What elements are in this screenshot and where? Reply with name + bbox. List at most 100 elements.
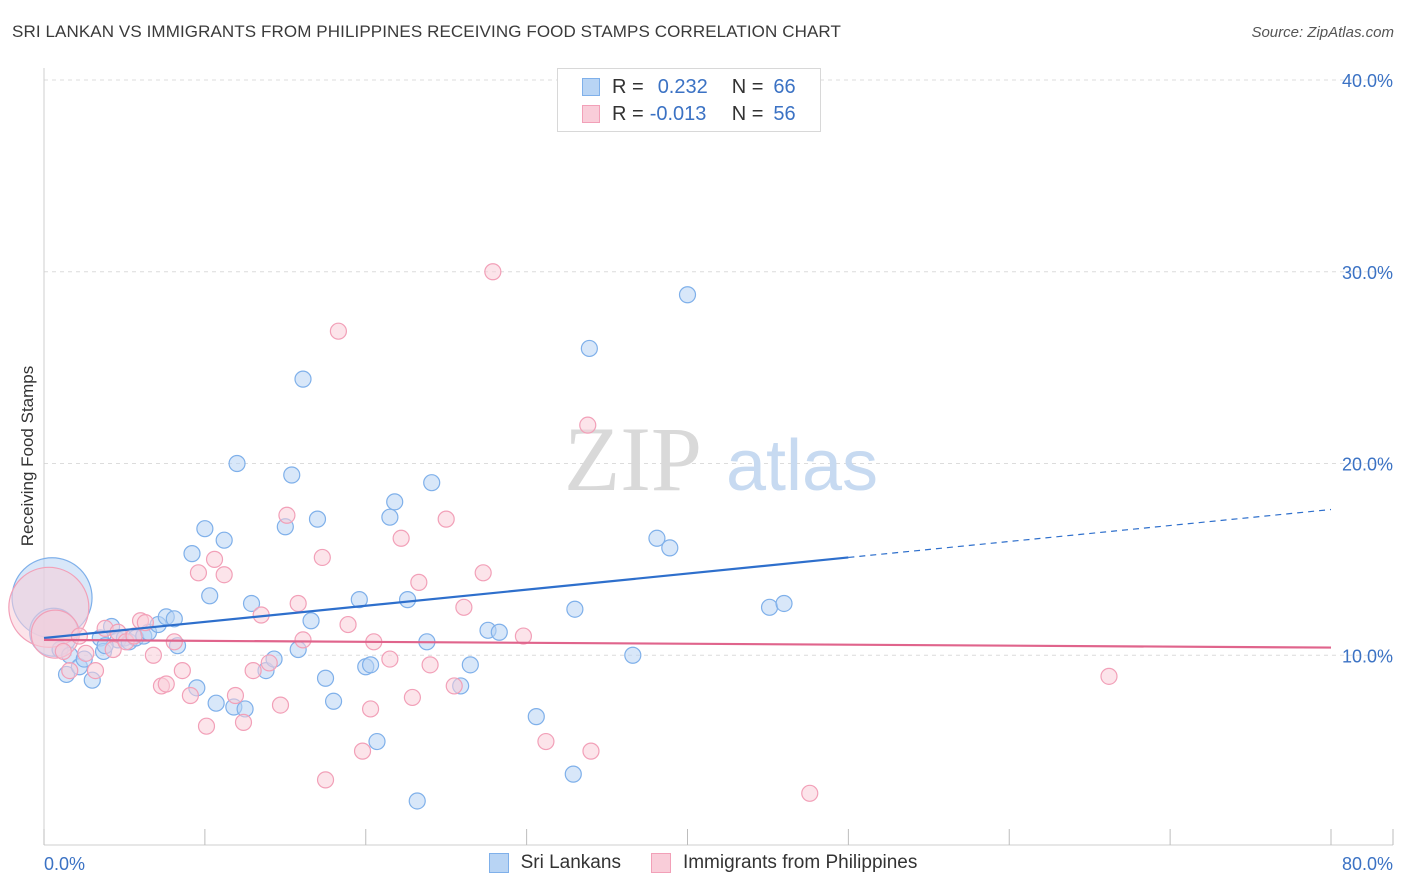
sri-lankan-point (381, 508, 399, 526)
philippines-point (181, 686, 199, 705)
philippines-point (165, 633, 183, 651)
philippines-point (514, 627, 533, 645)
sri-lankan-point (648, 529, 666, 547)
sri-lankan-point (580, 339, 598, 358)
sri-lankan-trend-extension (848, 508, 1332, 559)
sri-lankan-point (566, 600, 584, 618)
sri-lankan-point (461, 656, 479, 674)
sri-lankan-point (308, 510, 327, 528)
trend-lines (43, 508, 1332, 649)
legend: R = 0.232 N = 66 R = -0.013 N = 56 (557, 68, 821, 132)
philippines-point (77, 644, 95, 662)
philippines-point (104, 640, 122, 659)
sri-lankan-point (207, 694, 225, 712)
philippines-point (278, 506, 296, 524)
sri-lankan-point (368, 732, 386, 751)
y-tick-label: 20.0% (1342, 455, 1393, 475)
philippines-point (582, 742, 600, 760)
legend-row-sri-lankans: R = 0.232 N = 66 (582, 75, 796, 99)
philippines-point (86, 661, 105, 680)
axes (43, 68, 1394, 846)
philippines-point (339, 615, 357, 634)
series-immigrants-philippines (8, 263, 1118, 802)
y-tick-label: 40.0% (1342, 71, 1393, 91)
philippines-point (313, 548, 331, 567)
legend-r-value: 0.232 (657, 75, 708, 98)
sri-lankan-point (283, 466, 301, 484)
x-tick-label: 80.0% (1342, 854, 1393, 874)
legend-r-label: R = (612, 102, 644, 125)
y-tick-label: 30.0% (1342, 263, 1393, 283)
legend-n-label: N = (731, 75, 764, 98)
philippines-point (271, 696, 290, 714)
bottom-legend-philippines: Immigrants from Philippines (650, 852, 918, 874)
philippines-point (226, 686, 245, 705)
philippines-point (294, 631, 312, 649)
sri-lankan-point (624, 646, 642, 664)
legend-r-label: R = (612, 75, 644, 98)
philippines-point (260, 654, 278, 672)
sri-lankan-point (201, 587, 219, 605)
philippines-point (437, 510, 455, 528)
philippines-point (381, 650, 399, 668)
philippines-point (144, 646, 162, 664)
legend-r-value: -0.013 (649, 102, 707, 125)
philippines-point (197, 717, 216, 735)
legend-n-value: 56 (773, 102, 796, 125)
grid (44, 79, 1393, 656)
philippines-point (234, 713, 253, 731)
sri-lankan-point (242, 594, 261, 613)
bottom-legend-label: Immigrants from Philippines (682, 852, 918, 873)
source-label: Source: ZipAtlas.com (1251, 24, 1394, 41)
philippines-point (421, 656, 439, 674)
sri-lankan-point (408, 792, 426, 810)
sri-lankan-point (423, 474, 441, 492)
philippines-point (157, 675, 175, 693)
philippines-point (215, 566, 233, 584)
y-axis-label: Receiving Food Stamps (18, 365, 37, 547)
sri-lankan-point (196, 520, 214, 538)
philippines-point (353, 742, 372, 760)
sri-lankan-point (316, 669, 335, 687)
bottom-legend-swatch-pink (650, 853, 671, 873)
philippines-point (61, 661, 79, 680)
sri-lankan-point (386, 493, 404, 511)
philippines-point (244, 661, 262, 680)
sri-lankan-point (350, 591, 368, 609)
philippines-point (361, 700, 380, 718)
watermark: ZIP atlas (564, 408, 878, 510)
sri-lankan-point (678, 286, 697, 304)
watermark-atlas: atlas (726, 426, 878, 506)
series-sri-lankans (11, 286, 793, 810)
philippines-point (455, 598, 473, 616)
philippines-point (445, 677, 463, 695)
philippines-point (484, 263, 502, 281)
philippines-point (537, 732, 555, 751)
legend-n-label: N = (731, 102, 764, 125)
sri-lankan-point (661, 539, 679, 557)
sri-lankan-point (361, 656, 380, 674)
philippines-point (173, 661, 191, 680)
sri-lankan-point (490, 623, 508, 641)
philippines-point (392, 529, 410, 547)
philippines-point (329, 322, 348, 340)
sri-lankan-point (324, 692, 343, 710)
bottom-legend: Sri Lankans Immigrants from Philippines (0, 852, 1406, 874)
x-tick-label: 0.0% (44, 854, 85, 874)
sri-lankan-point (215, 531, 233, 549)
sri-lankan-point (398, 591, 417, 609)
legend-row-philippines: R = -0.013 N = 56 (582, 102, 796, 126)
legend-swatch-blue (582, 78, 600, 96)
bottom-legend-swatch-blue (488, 853, 509, 873)
philippines-point (316, 771, 335, 789)
sri-lankan-trend-line (43, 556, 849, 640)
sri-lankan-point (760, 598, 779, 616)
sri-lankan-point (302, 612, 320, 630)
philippines-point (403, 688, 422, 707)
sri-lankan-point (775, 594, 793, 613)
y-tick-label: 10.0% (1342, 646, 1393, 666)
philippines-trend-line (43, 638, 1332, 649)
philippines-point (579, 416, 597, 434)
philippines-point (189, 564, 208, 582)
